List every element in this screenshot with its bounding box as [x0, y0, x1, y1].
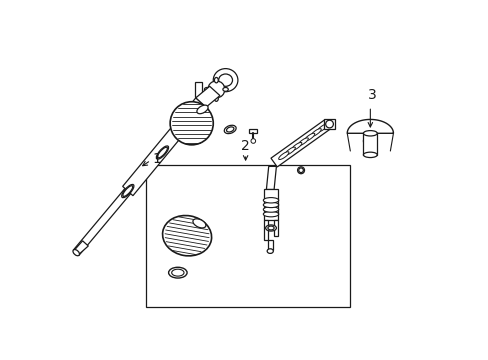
Ellipse shape — [197, 105, 208, 114]
Polygon shape — [73, 188, 130, 255]
Ellipse shape — [285, 147, 295, 155]
Ellipse shape — [298, 168, 303, 172]
Ellipse shape — [223, 87, 228, 91]
Bar — [145, 165, 349, 307]
Ellipse shape — [226, 127, 233, 132]
Ellipse shape — [266, 249, 273, 253]
Polygon shape — [264, 220, 267, 239]
Ellipse shape — [264, 214, 277, 219]
Ellipse shape — [214, 96, 218, 101]
Polygon shape — [194, 82, 202, 97]
Ellipse shape — [291, 143, 301, 150]
Ellipse shape — [363, 136, 377, 147]
Bar — [324, 120, 334, 129]
Ellipse shape — [363, 152, 377, 158]
Ellipse shape — [263, 198, 278, 203]
Polygon shape — [363, 133, 377, 155]
Ellipse shape — [317, 124, 327, 132]
Ellipse shape — [122, 186, 132, 197]
Ellipse shape — [325, 120, 333, 128]
Ellipse shape — [264, 198, 277, 203]
Ellipse shape — [310, 129, 321, 136]
Ellipse shape — [297, 167, 304, 174]
Ellipse shape — [162, 216, 211, 256]
Polygon shape — [267, 239, 272, 249]
Text: 3: 3 — [367, 89, 375, 103]
Polygon shape — [249, 130, 257, 133]
Ellipse shape — [224, 125, 236, 134]
Ellipse shape — [304, 133, 314, 141]
Polygon shape — [122, 98, 205, 196]
Ellipse shape — [207, 81, 224, 98]
Ellipse shape — [214, 77, 218, 83]
Polygon shape — [270, 120, 330, 167]
Polygon shape — [266, 166, 276, 189]
Text: 1: 1 — [152, 152, 161, 166]
Polygon shape — [346, 120, 393, 133]
Polygon shape — [264, 189, 277, 220]
Ellipse shape — [204, 87, 209, 91]
Ellipse shape — [264, 203, 277, 208]
Ellipse shape — [264, 208, 277, 214]
Ellipse shape — [298, 138, 308, 146]
Ellipse shape — [73, 249, 79, 256]
Ellipse shape — [278, 152, 288, 159]
Polygon shape — [274, 220, 277, 236]
Ellipse shape — [171, 269, 183, 276]
Ellipse shape — [267, 226, 274, 230]
Ellipse shape — [263, 207, 278, 212]
Ellipse shape — [168, 267, 187, 278]
Ellipse shape — [213, 69, 238, 92]
Polygon shape — [195, 86, 220, 107]
Polygon shape — [74, 241, 88, 255]
Ellipse shape — [263, 202, 278, 208]
Polygon shape — [217, 71, 232, 86]
Ellipse shape — [156, 146, 168, 159]
Ellipse shape — [263, 211, 278, 217]
Ellipse shape — [122, 184, 134, 198]
Ellipse shape — [363, 131, 377, 136]
Ellipse shape — [264, 192, 277, 198]
Ellipse shape — [250, 139, 255, 143]
Text: 2: 2 — [241, 139, 249, 153]
Ellipse shape — [265, 225, 276, 231]
Ellipse shape — [193, 219, 205, 228]
Ellipse shape — [157, 147, 167, 158]
Ellipse shape — [218, 74, 232, 86]
Ellipse shape — [170, 102, 213, 145]
